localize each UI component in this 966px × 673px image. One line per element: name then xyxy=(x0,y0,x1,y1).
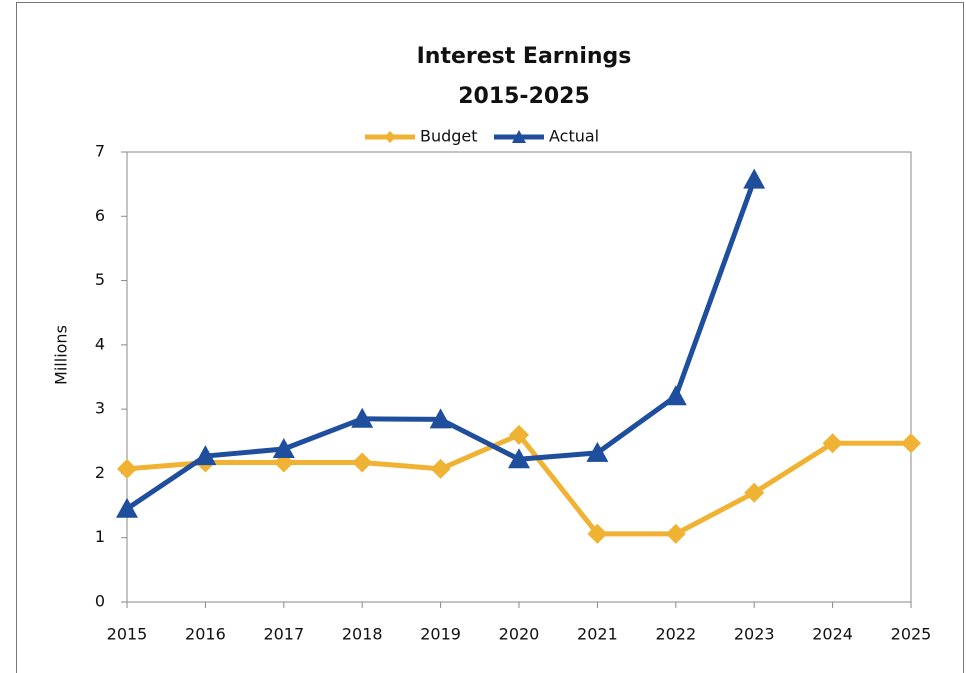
y-tick-label: 2 xyxy=(95,463,105,482)
y-axis-label: Millions xyxy=(52,325,71,385)
marker xyxy=(194,445,217,466)
x-tick-label: 2022 xyxy=(655,625,696,644)
y-tick-label: 0 xyxy=(95,592,105,611)
x-tick-label: 2025 xyxy=(891,625,932,644)
x-tick-label: 2021 xyxy=(577,625,618,644)
y-tick-label: 6 xyxy=(95,206,105,225)
legend-marker xyxy=(512,130,526,143)
marker xyxy=(665,523,686,544)
marker xyxy=(117,458,137,479)
marker xyxy=(587,523,608,544)
marker xyxy=(429,408,452,429)
x-tick-label: 2015 xyxy=(107,625,148,644)
x-tick-label: 2018 xyxy=(342,625,383,644)
marker xyxy=(743,168,766,189)
marker xyxy=(430,458,451,479)
x-tick-label: 2019 xyxy=(420,625,461,644)
x-tick-label: 2023 xyxy=(734,625,775,644)
legend-label: Actual xyxy=(549,127,599,146)
y-tick-label: 7 xyxy=(95,142,105,161)
x-tick-label: 2017 xyxy=(263,625,304,644)
y-tick-label: 4 xyxy=(95,334,105,353)
x-tick-label: 2020 xyxy=(499,625,540,644)
marker xyxy=(272,438,295,458)
x-tick-label: 2016 xyxy=(185,625,226,644)
marker xyxy=(508,448,530,469)
x-tick-label: 2024 xyxy=(812,625,853,644)
chart-subtitle: 2015-2025 xyxy=(458,84,590,109)
legend-marker xyxy=(384,131,396,143)
y-tick-label: 1 xyxy=(95,527,105,546)
frame xyxy=(16,2,964,673)
marker xyxy=(116,497,138,518)
legend-label: Budget xyxy=(420,127,478,146)
plot-area xyxy=(126,151,912,603)
marker xyxy=(664,385,687,406)
y-tick-label: 3 xyxy=(95,399,105,418)
marker xyxy=(352,452,373,473)
marker xyxy=(901,433,921,454)
marker xyxy=(822,433,843,454)
marker xyxy=(509,424,529,445)
marker xyxy=(744,482,765,503)
y-tick-label: 5 xyxy=(95,270,105,289)
chart-title: Interest Earnings xyxy=(417,44,632,69)
marker xyxy=(351,407,374,428)
marker xyxy=(586,441,609,462)
